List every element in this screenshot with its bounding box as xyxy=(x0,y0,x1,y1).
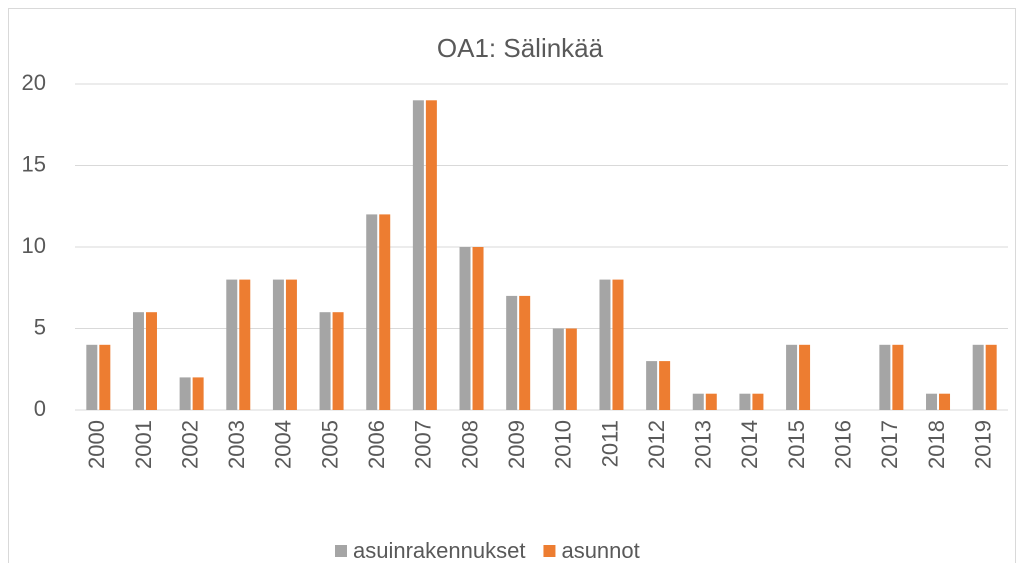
x-tick-label: 2014 xyxy=(737,420,762,469)
bar xyxy=(472,247,484,410)
y-tick-label: 5 xyxy=(34,314,46,339)
bar xyxy=(192,377,204,410)
bar xyxy=(239,279,251,410)
bar xyxy=(892,344,904,410)
bar xyxy=(132,312,144,410)
x-tick-label: 2008 xyxy=(457,420,482,469)
y-tick-label: 10 xyxy=(22,233,46,258)
bar xyxy=(879,344,891,410)
bar xyxy=(552,328,564,410)
bar xyxy=(985,344,997,410)
x-tick-label: 2016 xyxy=(831,420,856,469)
bar xyxy=(799,344,811,410)
legend-label: asuinrakennukset xyxy=(353,538,525,563)
bar xyxy=(519,295,531,410)
x-tick-label: 2018 xyxy=(924,420,949,469)
bar xyxy=(506,295,518,410)
bar xyxy=(659,361,671,410)
x-tick-label: 2011 xyxy=(597,420,622,467)
x-tick-label: 2003 xyxy=(224,420,249,469)
bar xyxy=(366,214,378,410)
bar xyxy=(99,344,111,410)
bar xyxy=(272,279,284,410)
x-tick-label: 2017 xyxy=(877,420,902,469)
bar xyxy=(705,393,717,410)
y-tick-label: 15 xyxy=(22,151,46,176)
legend-label: asunnot xyxy=(561,538,639,563)
bar xyxy=(319,312,331,410)
bar xyxy=(145,312,157,410)
bar xyxy=(692,393,704,410)
chart-border xyxy=(8,8,1016,563)
x-tick-label: 2002 xyxy=(177,420,202,469)
legend-swatch xyxy=(335,545,347,557)
chart-title: OA1: Sälinkää xyxy=(437,33,604,63)
x-tick-label: 2019 xyxy=(970,420,995,469)
x-tick-label: 2001 xyxy=(131,420,156,469)
bar xyxy=(599,279,611,410)
x-tick-label: 2004 xyxy=(271,420,296,469)
x-tick-label: 2006 xyxy=(364,420,389,469)
bar xyxy=(646,361,658,410)
y-tick-label: 20 xyxy=(22,70,46,95)
bar xyxy=(86,344,98,410)
bar xyxy=(752,393,764,410)
bar xyxy=(565,328,577,410)
x-tick-label: 2010 xyxy=(551,420,576,469)
bar xyxy=(786,344,798,410)
bar xyxy=(939,393,951,410)
bar xyxy=(739,393,751,410)
x-tick-label: 2015 xyxy=(784,420,809,469)
bar xyxy=(332,312,344,410)
bar xyxy=(379,214,391,410)
legend-swatch xyxy=(543,545,556,557)
bar xyxy=(226,279,238,410)
x-tick-label: 2000 xyxy=(84,420,109,469)
bar xyxy=(425,100,437,411)
bar xyxy=(972,344,984,410)
bar xyxy=(412,100,424,411)
x-tick-label: 2009 xyxy=(504,420,529,469)
x-tick-label: 2007 xyxy=(411,420,436,469)
bar xyxy=(459,247,471,410)
bar xyxy=(926,393,938,410)
bar xyxy=(285,279,297,410)
y-tick-label: 0 xyxy=(34,396,46,421)
x-tick-label: 2005 xyxy=(317,420,342,469)
x-tick-label: 2012 xyxy=(644,420,669,469)
x-tick-label: 2013 xyxy=(691,420,716,469)
bar xyxy=(612,279,624,410)
bar xyxy=(179,377,191,410)
